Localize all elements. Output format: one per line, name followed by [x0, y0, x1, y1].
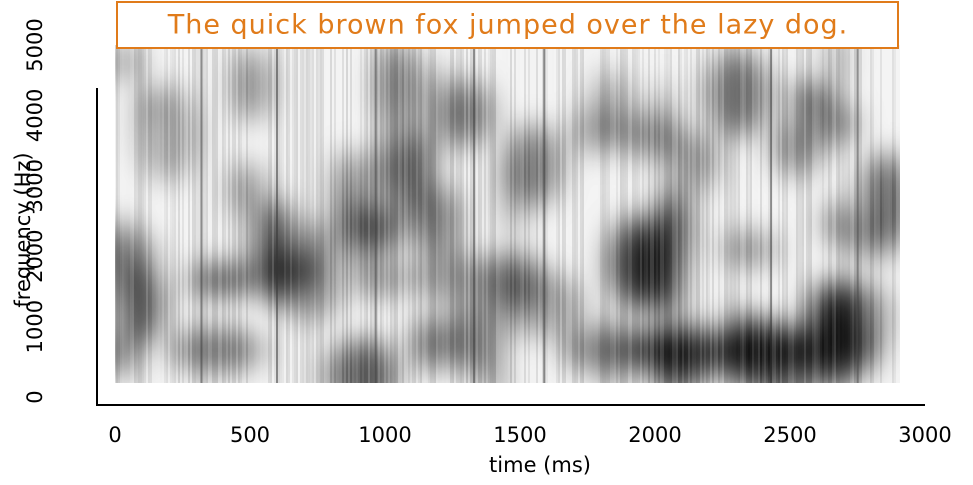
x-tick-label: 1500 [493, 423, 546, 447]
y-tick-label: 5000 [23, 18, 47, 71]
energy-blob [137, 84, 198, 183]
x-tick-label: 2500 [763, 423, 816, 447]
x-tick-label: 0 [108, 423, 121, 447]
y-tick-label: 3000 [23, 159, 47, 212]
energy-blob [499, 148, 530, 242]
energy-blob [863, 151, 900, 249]
low-band [561, 328, 640, 372]
x-tick-label: 500 [230, 423, 270, 447]
chart-title: The quick brown fox jumped over the lazy… [167, 10, 849, 41]
x-tick-label: 2000 [628, 423, 681, 447]
energy-blob [376, 122, 430, 218]
energy-blob [570, 108, 620, 156]
y-tick-label: 0 [23, 390, 47, 403]
energy-blob [115, 332, 138, 378]
energy-blob [336, 193, 367, 274]
energy-blob [720, 229, 779, 269]
energy-blob [413, 184, 458, 254]
energy-blob [820, 45, 848, 90]
energy-blob [115, 263, 165, 345]
energy-blob [326, 338, 397, 383]
energy-blob [705, 50, 772, 137]
energy-blob [480, 348, 505, 383]
energy-blob [418, 246, 477, 305]
title-box [116, 1, 899, 49]
energy-blob [249, 202, 282, 295]
x-axis-label: time (ms) [489, 453, 591, 477]
spectrogram-energy [115, 45, 900, 383]
energy-blob [189, 263, 254, 297]
x-tick-label: 1000 [358, 423, 411, 447]
energy-blob [378, 45, 416, 132]
spectrogram-texture [115, 45, 900, 383]
energy-blob [423, 59, 448, 160]
low-band [168, 328, 266, 372]
energy-blob [639, 276, 690, 314]
energy-blob [649, 79, 676, 153]
energy-blob [661, 137, 718, 198]
energy-blob [650, 185, 693, 278]
low-band [838, 328, 882, 372]
energy-blob [769, 116, 825, 177]
energy-blob [115, 45, 144, 81]
x-tick-label: 3000 [898, 423, 951, 447]
energy-blob [493, 261, 532, 344]
energy-blob [439, 79, 493, 147]
energy-blob [115, 231, 161, 276]
energy-blob [409, 316, 458, 372]
y-tick-label: 2000 [23, 229, 47, 282]
y-tick-label: 1000 [23, 300, 47, 353]
y-axis-label: frequency (Hz) [11, 152, 35, 307]
y-tick-label: 4000 [23, 89, 47, 142]
low-band [653, 328, 703, 372]
energy-blob [350, 259, 414, 298]
energy-blob [518, 274, 586, 339]
energy-blob [824, 200, 851, 246]
low-band [759, 328, 811, 372]
energy-blob [231, 162, 266, 218]
energy-blob [235, 47, 269, 123]
